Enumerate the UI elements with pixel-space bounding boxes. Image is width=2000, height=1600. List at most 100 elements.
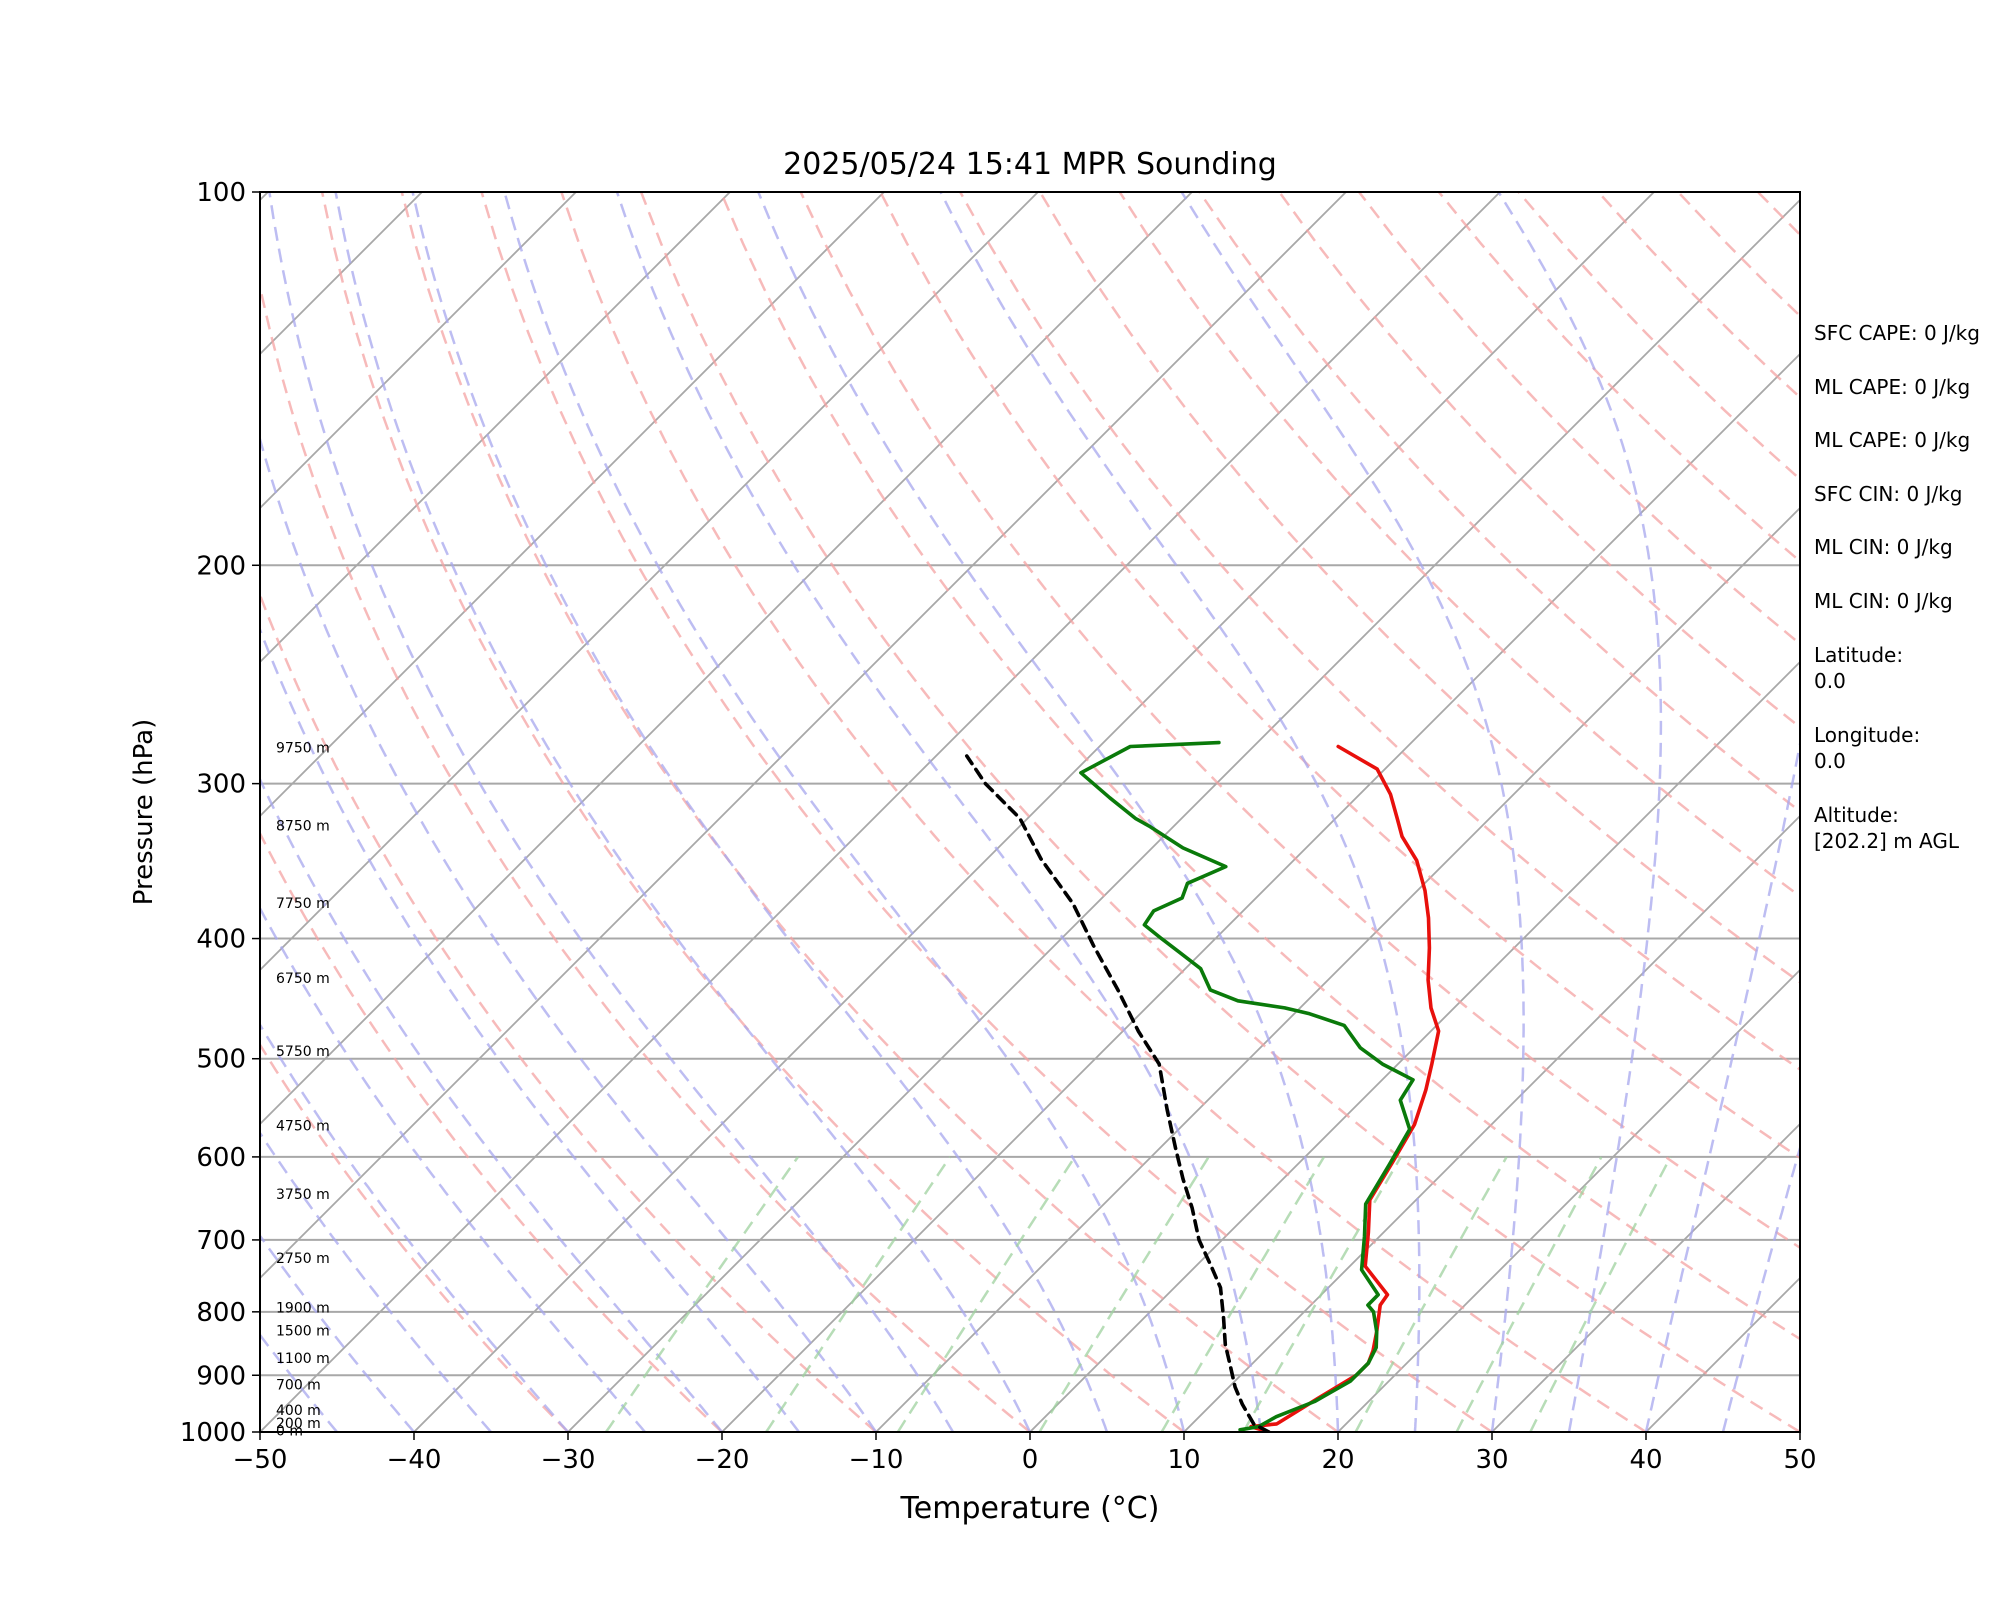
longitude-stat: Longitude: 0.0 [1814, 722, 1999, 802]
isotherm-line [260, 192, 731, 664]
ml-cin-stat: ML CIN: 0 J/kg [1814, 588, 1953, 613]
sfc-cape-stat: SFC CAPE: 0 J/kg [1814, 321, 1980, 345]
longitude-label: Longitude: [1814, 722, 1921, 747]
moist-adiabat-line [1644, 737, 1800, 1432]
moist-adiabat-line [1721, 1143, 1800, 1432]
moist-adiabat-line [260, 1022, 569, 1432]
moist-adiabat-line [615, 192, 1263, 1432]
mixing-ratio-line [1455, 1156, 1603, 1432]
ml-cin-stat: ML CIN: 0 J/kg [1814, 535, 1953, 560]
x-tick-label: −40 [387, 1445, 442, 1475]
moist-adiabat-line [260, 626, 800, 1432]
isotherm-line [1029, 660, 1800, 1432]
height-label: 9750 m [276, 740, 330, 756]
altitude-value: [202.2] m AGL [1814, 828, 1960, 853]
x-tick-label: −50 [233, 1445, 288, 1475]
moist-adiabat-line [260, 434, 878, 1432]
data-series [965, 740, 1441, 1432]
isotherm-line [567, 198, 1800, 1432]
x-tick-label: −20 [695, 1445, 750, 1475]
height-label: 4750 m [276, 1118, 330, 1134]
y-tick-label: 1000 [180, 1418, 246, 1448]
height-label: 400 m [276, 1403, 321, 1419]
isotherm-line [260, 192, 1501, 1432]
isotherm-line [875, 506, 1800, 1432]
dry-adiabat-line [959, 192, 1800, 1071]
x-tick-label: 20 [1321, 1445, 1354, 1475]
height-label: 2750 m [276, 1251, 330, 1267]
mixing-ratio-line [765, 1156, 952, 1432]
y-tick-label: 700 [196, 1226, 246, 1256]
background-lines [260, 192, 1800, 1432]
y-tick-label: 300 [196, 770, 246, 800]
isotherm-line [260, 192, 577, 510]
moist-adiabat-line [757, 192, 1340, 1432]
y-tick-label: 500 [196, 1045, 246, 1075]
dry-adiabat-line [879, 192, 1800, 1160]
x-tick-label: 30 [1475, 1445, 1508, 1475]
mixing-ratio-line [604, 1156, 800, 1432]
plot-frame [259, 191, 1801, 1433]
dry-adiabat-line [799, 192, 1800, 1250]
x-axis-label: Temperature (°C) [900, 1491, 1160, 1526]
ml-cape-stat: ML CAPE: 0 J/kg [1814, 428, 1971, 453]
moist-adiabat-line [334, 192, 1032, 1432]
dry-adiabat-line [260, 591, 877, 1432]
x-tick-label: −30 [541, 1445, 596, 1475]
moist-adiabat-line [260, 776, 723, 1432]
mixing-ratio-line [1038, 1156, 1210, 1432]
isotherm-line [260, 192, 1347, 1280]
y-tick-label: 900 [196, 1361, 246, 1391]
dry-adiabat-line [480, 192, 1493, 1432]
dry-adiabat-line [400, 192, 1339, 1432]
moist-adiabat-line [260, 1130, 492, 1432]
height-label: 1500 m [276, 1324, 330, 1340]
x-tick-label: 0 [1022, 1445, 1039, 1475]
height-label: 1100 m [276, 1351, 330, 1367]
y-axis-label: Pressure (hPa) [129, 719, 159, 906]
moist-adiabat-line [503, 192, 1186, 1432]
chart-title: 2025/05/24 15:41 MPR Sounding [783, 147, 1277, 182]
mixing-ratio-line [1160, 1156, 1326, 1432]
x-tick-label: 40 [1629, 1445, 1662, 1475]
y-tick-label: 100 [196, 178, 246, 208]
moist-adiabat-line [260, 905, 646, 1432]
moist-adiabat-line [260, 1233, 415, 1432]
height-label: 8750 m [276, 819, 330, 835]
isotherm-line [1183, 814, 1800, 1432]
isotherm-line [260, 192, 1193, 1126]
x-tick-label: −10 [849, 1445, 904, 1475]
y-tick-label: 400 [196, 925, 246, 955]
y-tick-label: 800 [196, 1298, 246, 1328]
x-tick-label: 50 [1783, 1445, 1816, 1475]
dewpoint-line [1079, 740, 1415, 1432]
mixing-ratio-line [1354, 1156, 1508, 1432]
dry-adiabat-line [260, 1042, 569, 1432]
dry-adiabat-line [260, 280, 1031, 1432]
moist-adiabat-line [260, 1332, 338, 1432]
moist-adiabat-line [268, 192, 955, 1432]
dry-adiabat-line [560, 192, 1647, 1432]
altitude-label: Altitude: [1814, 802, 1899, 827]
moist-adiabat-line [411, 192, 1109, 1432]
altitude-stat: Altitude: [202.2] m AGL [1814, 802, 1999, 882]
longitude-value: 0.0 [1814, 748, 1846, 773]
moist-adiabat-line [1497, 192, 1663, 1432]
height-label: 700 m [276, 1377, 321, 1393]
sounding-stats: SFC CAPE: 0 J/kg ML CAPE: 0 J/kg ML CAPE… [1814, 320, 1999, 882]
latitude-stat: Latitude: 0.0 [1814, 642, 1999, 722]
height-label: 1900 m [276, 1300, 330, 1316]
height-label: 200 m [276, 1416, 321, 1432]
mixing-ratio-line [896, 1156, 1076, 1432]
moist-adiabat-line [1180, 192, 1525, 1432]
y-axis: 1000 900 800 700 600 500 400 300 200 100 [180, 178, 260, 1448]
isotherm-line [1491, 1122, 1800, 1432]
x-axis: −50 −40 −30 −20 −10 0 10 20 30 40 50 [233, 1432, 1817, 1475]
height-label: 3750 m [276, 1187, 330, 1203]
moist-adiabat-line [939, 192, 1421, 1432]
ml-cape-stat: ML CAPE: 0 J/kg [1814, 374, 1971, 399]
y-tick-label: 200 [196, 551, 246, 581]
height-label: 6750 m [276, 971, 330, 987]
